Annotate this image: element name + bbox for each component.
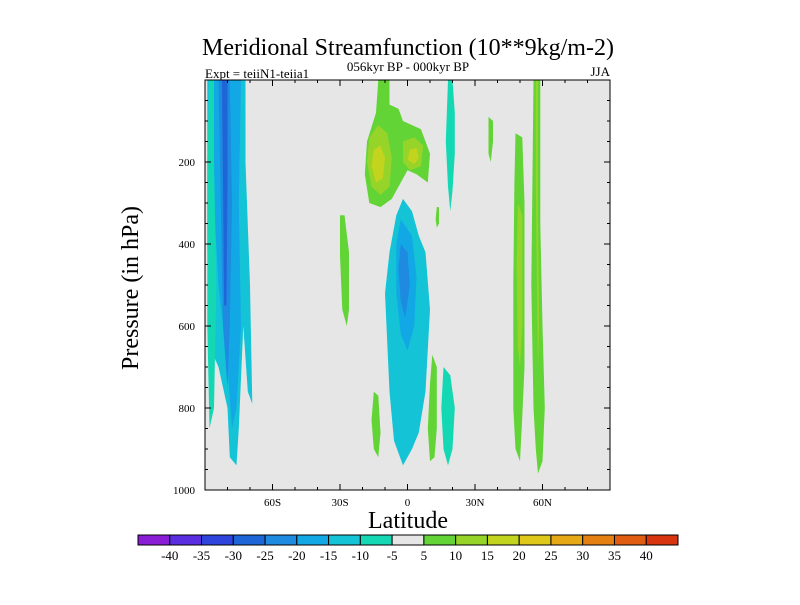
y-tick-label: 200 bbox=[179, 157, 196, 169]
colorbar-label: 40 bbox=[640, 548, 653, 563]
x-tick-label: 60N bbox=[533, 497, 552, 509]
contour-region-tropical-upper-right-20 bbox=[407, 147, 419, 165]
contour-region-nh-small-cold-a bbox=[445, 80, 455, 212]
colorbar-label: 15 bbox=[481, 548, 494, 563]
contour-region-nh-tropic-warm bbox=[427, 354, 437, 462]
colorbar-label: -15 bbox=[320, 548, 337, 563]
y-tick-label: 800 bbox=[179, 403, 196, 415]
contour-region-tropical-upper-left-20 bbox=[371, 145, 385, 183]
colorbar-swatch bbox=[328, 534, 361, 546]
contour-region-nh-small-warm bbox=[435, 207, 439, 228]
colorbar-swatch bbox=[423, 534, 457, 546]
x-tick-label: 60S bbox=[264, 497, 281, 509]
colorbar-swatch bbox=[137, 534, 171, 546]
contour-region-nh-polar-warm-stripe bbox=[535, 80, 540, 367]
colorbar-swatch bbox=[359, 534, 393, 546]
colorbar-label: -35 bbox=[193, 548, 210, 563]
colorbar-swatch bbox=[264, 534, 298, 546]
colorbar-label: -25 bbox=[256, 548, 273, 563]
colorbar-swatch bbox=[296, 534, 330, 546]
colorbar-label: -30 bbox=[225, 548, 242, 563]
contour-region-sh-polar-band-inner bbox=[221, 80, 228, 306]
x-axis-label: Latitude bbox=[368, 508, 448, 534]
colorbar-label: 5 bbox=[421, 548, 428, 563]
plot-area: 200 400 600 800 1000 60S 30S 0 30N 60N bbox=[173, 79, 611, 509]
colorbar-label: 20 bbox=[513, 548, 526, 563]
contour-regions bbox=[207, 80, 545, 474]
colorbar-label: -10 bbox=[352, 548, 369, 563]
colorbar-swatch bbox=[169, 534, 203, 546]
y-tick-label: 1000 bbox=[173, 485, 196, 497]
chart-right-label: JJA bbox=[590, 64, 610, 79]
colorbar-swatch bbox=[232, 534, 266, 546]
x-tick-label: 0 bbox=[405, 497, 411, 509]
chart-subtitle: 056kyr BP - 000kyr BP bbox=[347, 59, 469, 74]
colorbar-label: -40 bbox=[161, 548, 178, 563]
y-axis-label: Pressure (in hPa) bbox=[118, 206, 144, 370]
colorbar-swatch bbox=[486, 534, 520, 546]
colorbar-swatch bbox=[550, 534, 584, 546]
colorbar-label: 10 bbox=[449, 548, 462, 563]
colorbar-label: 30 bbox=[576, 548, 589, 563]
colorbar: -40 -35 -30 -25 -20 -15 -10 -5 5 10 15 20 25 30 35 40 bbox=[137, 534, 679, 563]
contour-region-sh-subtropic-warm-a bbox=[340, 215, 349, 326]
x-tick-label: 30S bbox=[331, 497, 348, 509]
x-tick-label: 30N bbox=[466, 497, 485, 509]
colorbar-swatch bbox=[455, 534, 488, 546]
colorbar-swatch bbox=[613, 534, 647, 546]
contour-region-tropical-lower-cold-20 bbox=[398, 244, 410, 318]
colorbar-label: 25 bbox=[544, 548, 557, 563]
colorbar-swatch bbox=[518, 534, 552, 546]
axis-ticks: 200 400 600 800 1000 60S 30S 0 30N 60N bbox=[173, 79, 611, 509]
colorbar-swatch bbox=[582, 534, 615, 546]
y-tick-label: 400 bbox=[179, 239, 196, 251]
colorbar-label: -5 bbox=[387, 548, 398, 563]
contour-region-sh-subtropic-warm-b bbox=[371, 391, 381, 458]
colorbar-swatch bbox=[645, 534, 679, 546]
y-tick-label: 600 bbox=[179, 321, 196, 333]
contour-region-nh-midlat-warm-inner bbox=[516, 203, 523, 367]
contour-region-nh-tropic-cold bbox=[441, 367, 455, 466]
colorbar-label: -20 bbox=[288, 548, 305, 563]
colorbar-swatch bbox=[391, 534, 425, 546]
colorbar-swatch bbox=[201, 534, 234, 546]
colorbar-label: 35 bbox=[608, 548, 621, 563]
chart-left-label: Expt = teiiN1-teiia1 bbox=[205, 66, 309, 81]
contour-region-nh-upper-warm-spot bbox=[488, 116, 493, 162]
contour-region-sh-midlat-arc bbox=[207, 80, 217, 429]
chart-title: Meridional Streamfunction (10**9kg/m-2) bbox=[202, 35, 614, 61]
